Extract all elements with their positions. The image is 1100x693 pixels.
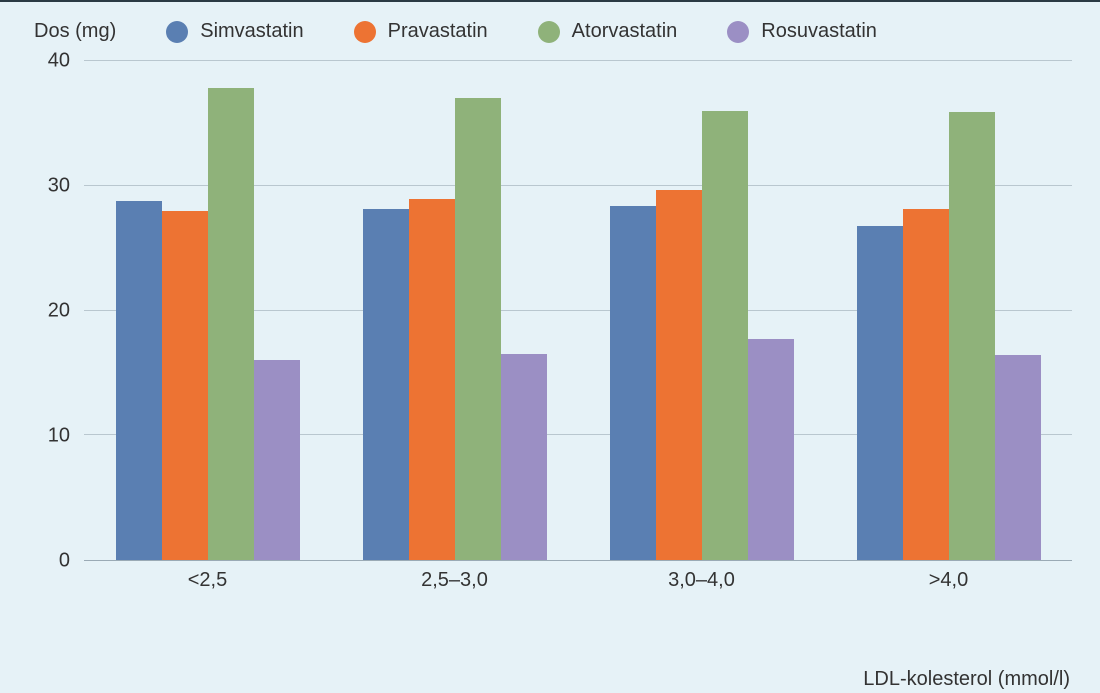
legend-label: Pravastatin [388,20,488,43]
bar-atorvastatin [208,88,254,560]
bar-rosuvastatin [254,360,300,560]
legend-swatch [727,21,749,43]
bar-groups [84,61,1072,560]
x-tick-label: >4,0 [825,561,1072,601]
bar-group [578,61,825,560]
legend-label: Atorvastatin [572,20,678,43]
bar-atorvastatin [949,112,995,560]
chart-inner: Dos (mg) Simvastatin Pravastatin Atorvas… [0,2,1100,693]
legend-item: Atorvastatin [538,20,678,43]
bar-rosuvastatin [501,354,547,560]
x-axis-labels: <2,5 2,5–3,0 3,0–4,0 >4,0 [84,561,1072,601]
bar-rosuvastatin [995,355,1041,560]
y-tick-label: 40 [48,50,70,73]
legend-swatch [538,21,560,43]
legend-swatch [354,21,376,43]
legend-item: Pravastatin [354,20,488,43]
bar-group [331,61,578,560]
x-tick-label: 2,5–3,0 [331,561,578,601]
legend-label: Rosuvastatin [761,20,877,43]
chart-container: Dos (mg) Simvastatin Pravastatin Atorvas… [0,0,1100,693]
legend-label: Simvastatin [200,20,303,43]
bar-simvastatin [610,206,656,560]
bar-simvastatin [857,226,903,560]
legend-item: Simvastatin [166,20,303,43]
plot: 40 30 20 10 0 [28,61,1072,601]
bar-atorvastatin [702,111,748,560]
y-axis: 40 30 20 10 0 [28,61,76,561]
bar-rosuvastatin [748,339,794,560]
bar-pravastatin [409,199,455,560]
bar-group [84,61,331,560]
x-axis-title: LDL-kolesterol (mmol/l) [863,668,1070,691]
y-tick-label: 0 [59,550,70,573]
y-tick-label: 10 [48,425,70,448]
bar-simvastatin [116,201,162,560]
bar-atorvastatin [455,98,501,560]
legend-item: Rosuvastatin [727,20,877,43]
x-tick-label: <2,5 [84,561,331,601]
legend-swatch [166,21,188,43]
plot-area [84,61,1072,561]
x-tick-label: 3,0–4,0 [578,561,825,601]
bar-simvastatin [363,209,409,560]
bar-group [825,61,1072,560]
bar-pravastatin [656,190,702,561]
y-tick-label: 30 [48,175,70,198]
y-tick-label: 20 [48,300,70,323]
y-axis-title: Dos (mg) [34,20,116,43]
bar-pravastatin [903,209,949,560]
legend: Dos (mg) Simvastatin Pravastatin Atorvas… [34,20,1072,43]
bar-pravastatin [162,211,208,560]
